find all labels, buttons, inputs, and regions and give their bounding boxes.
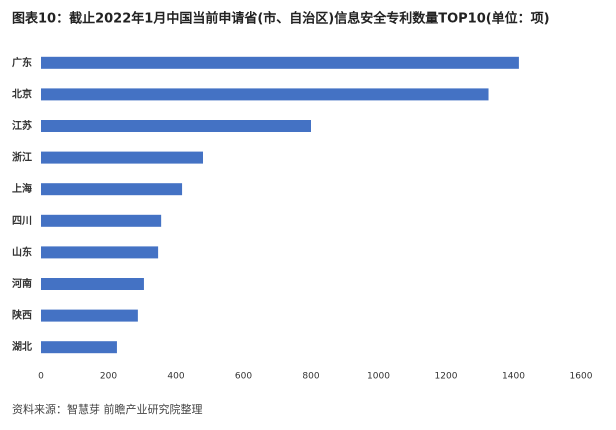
x-tick-label: 1000: [367, 372, 390, 382]
bar: [41, 341, 117, 354]
bar: [41, 214, 162, 227]
x-tick-label: 0: [38, 372, 44, 382]
chart-title: 图表10：截止2022年1月中国当前申请省(市、自治区)信息安全专利数量TOP1…: [12, 11, 550, 27]
source-note: 资料来源：智慧芽 前瞻产业研究院整理: [12, 402, 203, 416]
x-tick-label: 1400: [502, 372, 525, 382]
y-tick-label: 上海: [12, 182, 32, 195]
bar: [41, 120, 311, 132]
bar: [41, 246, 159, 259]
y-tick-label: 河南: [12, 277, 32, 290]
bar: [41, 309, 138, 322]
bar: [41, 278, 144, 290]
x-tick-label: 800: [302, 372, 319, 382]
y-tick-label: 江苏: [12, 119, 32, 132]
y-tick-label: 湖北: [12, 340, 32, 353]
y-tick-label: 浙江: [12, 151, 32, 164]
bar: [41, 151, 203, 164]
y-tick-label: 北京: [12, 87, 32, 100]
y-tick-label: 陕西: [12, 309, 32, 322]
y-tick-label: 广东: [12, 56, 32, 69]
x-tick-label: 1600: [570, 372, 593, 382]
y-tick-label: 四川: [12, 215, 32, 227]
bar: [41, 183, 183, 196]
y-tick-label: 山东: [12, 245, 32, 258]
x-tick-label: 1200: [435, 372, 458, 382]
bar: [41, 88, 489, 101]
x-tick-label: 200: [100, 372, 117, 382]
x-tick-label: 600: [235, 372, 252, 382]
bar: [41, 56, 519, 69]
x-tick-label: 400: [167, 372, 184, 382]
